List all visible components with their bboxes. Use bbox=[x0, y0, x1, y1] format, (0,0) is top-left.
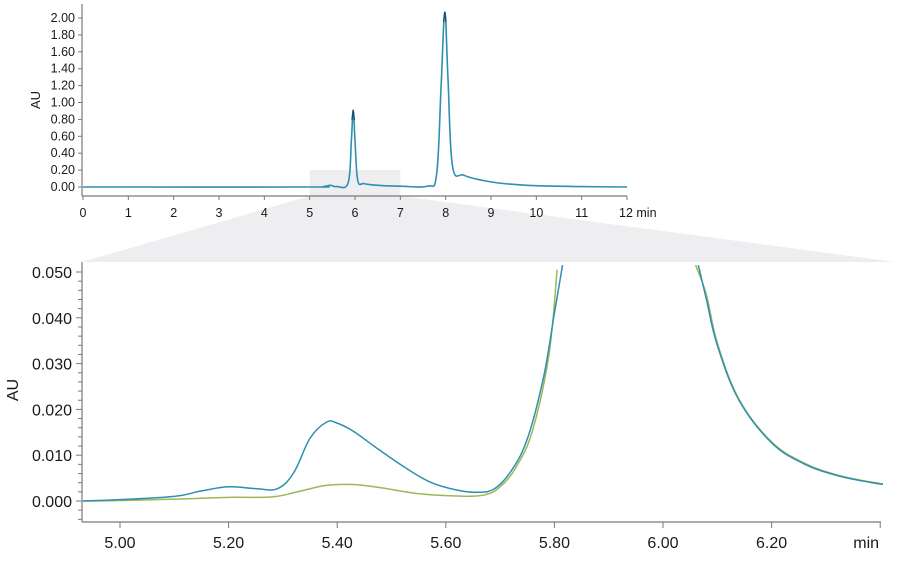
peak-apex bbox=[442, 12, 447, 23]
y-tick-label: 0.040 bbox=[32, 311, 72, 328]
y-tick-label: 0.020 bbox=[32, 402, 72, 419]
zoom-y-axis-label: AU bbox=[5, 379, 22, 401]
x-tick-label: 10 bbox=[529, 206, 543, 220]
trace-line-trace-green bbox=[694, 264, 883, 485]
x-tick-label: 9 bbox=[488, 206, 495, 220]
y-tick-label: 0.40 bbox=[51, 146, 75, 160]
y-tick-label: 1.20 bbox=[51, 79, 75, 93]
zoom-region-highlight bbox=[309, 170, 401, 196]
x-tick-label: 5.20 bbox=[213, 535, 244, 552]
y-tick-label: 2.00 bbox=[51, 11, 75, 25]
x-tick-label: 5 bbox=[306, 206, 313, 220]
y-tick-label: 0.20 bbox=[51, 163, 75, 177]
x-tick-label: 3 bbox=[216, 206, 223, 220]
overview-chromatogram: 0.00 0.20 0.40 0.60 0.80 1.00 1.20 1.40 1.60 1.80… bbox=[28, 4, 657, 220]
y-tick-label: 0.010 bbox=[32, 448, 72, 465]
x-tick-label: 7 bbox=[397, 206, 404, 220]
x-tick-label: 0 bbox=[80, 206, 87, 220]
y-tick-label: 0.00 bbox=[51, 180, 75, 194]
x-tick-label: 1 bbox=[125, 206, 132, 220]
y-tick-label: 1.00 bbox=[51, 96, 75, 110]
y-tick-label: 0.000 bbox=[32, 494, 72, 511]
x-tick-label: 6 bbox=[352, 206, 359, 220]
y-tick-label: 1.80 bbox=[51, 28, 75, 42]
zoom-connector bbox=[82, 196, 895, 262]
overview-y-axis-ticks: 0.00 0.20 0.40 0.60 0.80 1.00 1.20 1.40 1.60 1.80… bbox=[51, 11, 82, 194]
x-tick-label: 8 bbox=[442, 206, 449, 220]
y-tick-label: 1.40 bbox=[51, 62, 75, 76]
x-tick-label: 5.80 bbox=[539, 535, 570, 552]
y-tick-label: 0.030 bbox=[32, 357, 72, 374]
y-tick-label: 0.80 bbox=[51, 112, 75, 126]
y-tick-label: 0.050 bbox=[32, 265, 72, 282]
zoom-traces bbox=[83, 264, 883, 502]
x-tick-label: 6.00 bbox=[647, 535, 678, 552]
x-tick-label: 2 bbox=[170, 206, 177, 220]
x-tick-label: 4 bbox=[261, 206, 268, 220]
trace-line-trace-blue bbox=[83, 265, 564, 502]
x-tick-label: 5.40 bbox=[322, 535, 353, 552]
trace-line-trace-green bbox=[83, 269, 558, 502]
x-tick-label: min bbox=[853, 535, 879, 552]
peak-apex bbox=[351, 110, 356, 121]
trace-line bbox=[82, 11, 628, 189]
y-tick-label: 1.60 bbox=[51, 45, 75, 59]
overview-x-axis-ticks: 0 1 2 3 4 5 6 7 8 9 10 11 12 min bbox=[80, 196, 657, 220]
zoom-y-axis-ticks: 0.000 0.010 0.020 0.030 0.040 0.050 bbox=[32, 265, 82, 520]
x-tick-label: 5.00 bbox=[104, 535, 135, 552]
trace-line-trace-blue bbox=[697, 264, 883, 486]
zoom-x-axis-ticks: 5.00 5.20 5.40 5.60 5.80 6.00 6.20 min bbox=[104, 522, 881, 552]
x-tick-label: 5.60 bbox=[430, 535, 461, 552]
overview-traces bbox=[82, 11, 628, 189]
y-tick-label: 0.60 bbox=[51, 129, 75, 143]
overview-y-axis-label: AU bbox=[28, 91, 43, 109]
x-tick-label: 6.20 bbox=[756, 535, 787, 552]
x-tick-label: 11 bbox=[575, 206, 588, 220]
x-tick-label: 12 min bbox=[619, 206, 657, 220]
